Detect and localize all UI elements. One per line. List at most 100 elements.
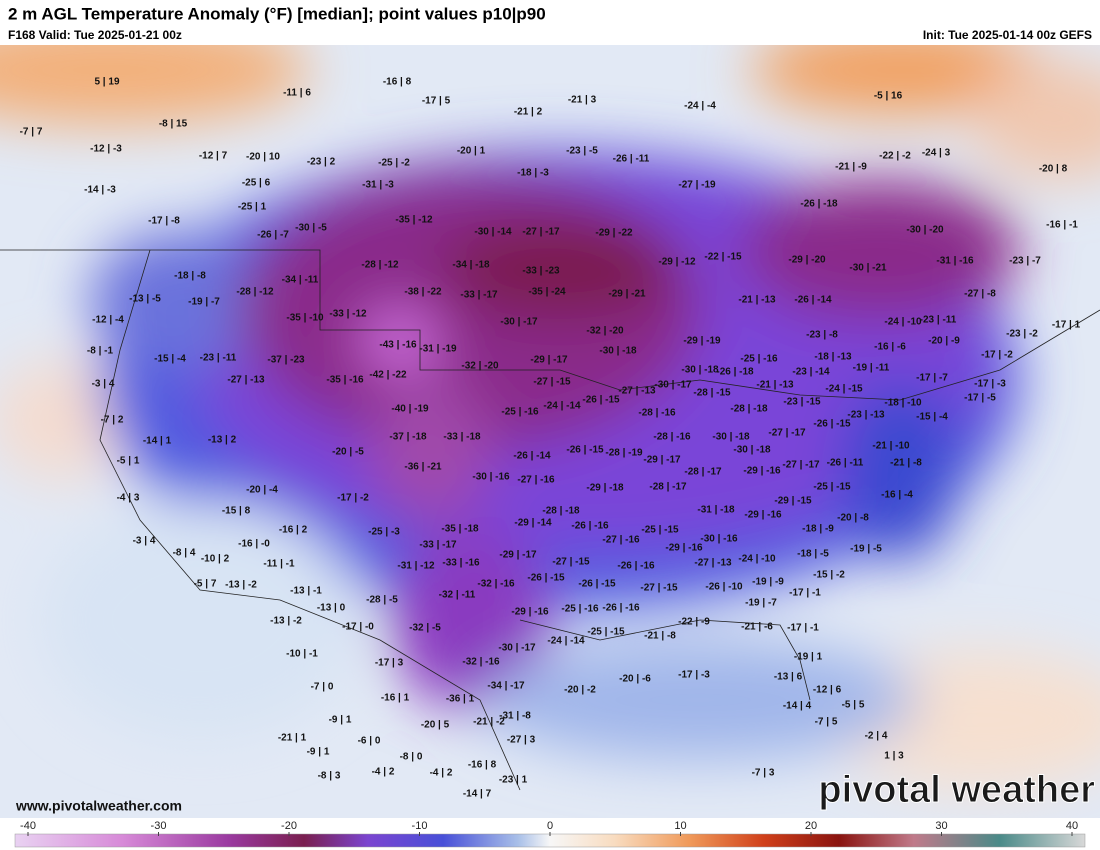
point-value: -28 | -17 (649, 482, 687, 493)
point-value: -32 | -16 (462, 657, 500, 668)
point-value: -28 | -15 (693, 388, 731, 399)
point-value: -30 | -16 (472, 472, 510, 483)
point-value: -25 | -15 (641, 525, 679, 536)
point-value: -27 | 3 (507, 735, 536, 746)
point-value: -30 | -17 (500, 317, 538, 328)
point-value: -15 | -4 (916, 412, 948, 423)
point-value: -27 | -19 (678, 180, 716, 191)
point-value: -15 | 8 (222, 506, 251, 517)
point-value: -13 | -5 (129, 294, 161, 305)
point-value: -38 | -22 (404, 287, 442, 298)
point-value: -16 | 2 (279, 525, 308, 536)
point-value: -8 | 15 (159, 119, 188, 130)
point-value: -34 | -18 (452, 260, 490, 271)
point-value: -19 | -9 (752, 577, 784, 588)
point-value: -21 | -2 (473, 717, 505, 728)
point-value: -4 | 2 (372, 767, 395, 778)
point-value: -23 | -2 (1006, 329, 1038, 340)
point-value: -26 | -15 (578, 579, 616, 590)
point-value: -29 | -16 (511, 607, 549, 618)
point-value: -33 | -17 (419, 540, 457, 551)
point-value: -28 | -19 (605, 448, 643, 459)
point-value: -21 | -8 (890, 458, 922, 469)
point-value: -30 | -5 (295, 223, 327, 234)
point-value: -21 | -8 (644, 631, 676, 642)
colorbar-tick-label: -20 (281, 820, 297, 832)
point-value: -3 | 4 (133, 536, 156, 547)
colorbar-tick-label: -10 (412, 820, 428, 832)
point-value: -15 | -4 (154, 354, 186, 365)
point-value: -29 | -19 (683, 336, 721, 347)
point-value: -26 | -14 (794, 295, 832, 306)
point-value: -5 | 5 (842, 700, 865, 711)
point-value: -16 | -6 (874, 342, 906, 353)
point-value: -12 | -3 (90, 144, 122, 155)
point-value: -28 | -16 (638, 408, 676, 419)
point-value: -23 | 2 (307, 157, 336, 168)
colorbar-tick-label: 0 (547, 820, 553, 832)
point-value: -30 | -18 (681, 365, 719, 376)
point-value: -21 | 3 (568, 95, 597, 106)
point-value: -34 | -17 (487, 681, 525, 692)
point-value: -29 | -17 (643, 455, 681, 466)
point-value: -3 | 4 (92, 379, 115, 390)
point-value: -20 | -2 (564, 685, 596, 696)
point-value: -27 | -13 (227, 375, 265, 386)
point-value: -26 | -10 (705, 582, 743, 593)
point-value: -13 | 2 (208, 435, 237, 446)
point-value: -17 | -3 (678, 670, 710, 681)
point-value: -7 | 0 (311, 682, 334, 693)
point-value: -2 | 4 (865, 731, 888, 742)
point-value: -25 | -15 (813, 482, 851, 493)
point-value: -30 | -16 (700, 534, 738, 545)
point-value: -17 | -0 (342, 622, 374, 633)
border-line (0, 249, 1100, 401)
point-value: -27 | -17 (522, 227, 560, 238)
point-value: -30 | -14 (474, 227, 512, 238)
point-value: -32 | -20 (586, 326, 624, 337)
point-value: -25 | -15 (587, 627, 625, 638)
point-value: -27 | -15 (640, 583, 678, 594)
point-value: -19 | -11 (853, 363, 890, 374)
point-value: -28 | -12 (361, 260, 399, 271)
colorbar-tick-label: 30 (935, 820, 947, 832)
point-value: -23 | -14 (792, 367, 830, 378)
point-value: -27 | -16 (602, 535, 640, 546)
colorbar-tick-label: -40 (20, 820, 36, 832)
point-value: -26 | -11 (613, 154, 650, 165)
point-value: -18 | -5 (797, 549, 829, 560)
point-value: -29 | -18 (586, 483, 624, 494)
point-value: -12 | -4 (92, 315, 124, 326)
point-value: -35 | -16 (326, 375, 364, 386)
point-value: -5 | 16 (874, 91, 903, 102)
point-value: -16 | -0 (238, 539, 270, 550)
point-value: -18 | -9 (802, 524, 834, 535)
logo: pivotal weather (818, 769, 1095, 811)
point-value: -14 | 4 (783, 701, 812, 712)
point-value: -26 | -15 (566, 445, 604, 456)
point-value: -30 | -21 (849, 263, 887, 274)
point-value: -27 | -15 (533, 377, 571, 388)
point-value: -20 | -4 (246, 485, 278, 496)
point-value: -18 | -10 (884, 398, 922, 409)
point-value: -31 | -18 (697, 505, 735, 516)
website: www.pivotalweather.com (15, 798, 182, 814)
point-value: -23 | 1 (499, 775, 528, 786)
point-value: -17 | -2 (337, 493, 369, 504)
point-value: -11 | 6 (283, 88, 311, 99)
point-value: -24 | -10 (738, 554, 776, 565)
point-value: -24 | -15 (825, 384, 863, 395)
point-value: -33 | -17 (460, 290, 498, 301)
point-value: -26 | -11 (827, 458, 864, 469)
point-value: -9 | 1 (307, 747, 330, 758)
point-value: -21 | -6 (741, 622, 773, 633)
point-value: -43 | -16 (379, 340, 417, 351)
point-value: -23 | -7 (1009, 256, 1041, 267)
point-value: -26 | -16 (617, 561, 655, 572)
point-value: -37 | -23 (267, 355, 305, 366)
point-value: -29 | -16 (744, 510, 782, 521)
point-value: -30 | -18 (712, 432, 750, 443)
point-value: -13 | 6 (774, 672, 803, 683)
point-value: -7 | 7 (20, 127, 43, 138)
